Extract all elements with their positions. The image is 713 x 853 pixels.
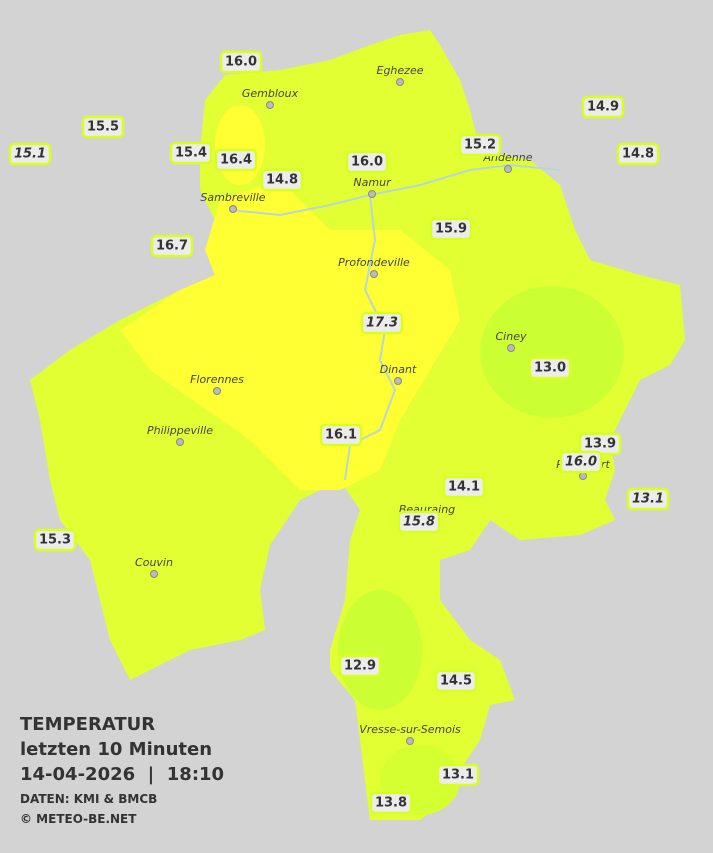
copyright: © METEO-BE.NET [20, 812, 137, 826]
station-box [360, 311, 404, 335]
city-name: Philippeville [147, 424, 213, 437]
station-value: 16.0 [225, 55, 257, 70]
city-dot [213, 387, 221, 395]
subtitle: letzten 10 Minuten [20, 739, 212, 760]
station-value: 13.1 [442, 768, 474, 783]
station-box [528, 356, 572, 380]
station-box [616, 142, 660, 166]
city-name: Dinant [380, 363, 417, 376]
station-value: 16.1 [325, 428, 357, 443]
station-value: 16.0 [351, 155, 383, 170]
info-block: TEMPERATUR letzten 10 Minuten 14-04-2026… [20, 714, 224, 826]
city-dot [406, 737, 414, 745]
station-value: 14.9 [587, 100, 619, 115]
station-value: 15.3 [39, 533, 71, 548]
station-box [219, 50, 263, 74]
city-dot [394, 377, 402, 385]
station-value: 13.0 [534, 361, 566, 376]
station-value: 13.8 [375, 796, 407, 811]
city-dot [368, 190, 376, 198]
city-dot [370, 270, 378, 278]
city-dot [579, 472, 587, 480]
city-name: Profondeville [338, 256, 410, 269]
station-box [429, 217, 473, 241]
station-layer: 16.0 15.5 15.1 15.4 16.4 14.8 16.0 15.2 14.9 14.8… [8, 50, 670, 815]
station-box [260, 168, 304, 192]
city-name: Couvin [135, 556, 173, 569]
city-name: Namur [353, 176, 392, 189]
station-value: 14.1 [448, 480, 480, 495]
station-value: 15.5 [87, 120, 119, 135]
station-value: 15.4 [175, 146, 207, 161]
station-value: 15.9 [435, 222, 467, 237]
station-box [442, 475, 486, 499]
station-value: 15.1 [14, 147, 46, 162]
station-value: 13.9 [584, 437, 616, 452]
station-value: 15.2 [464, 138, 496, 153]
station-value: 16.4 [220, 153, 252, 168]
station-box [338, 654, 382, 678]
station-box [559, 450, 603, 474]
station-box [434, 669, 478, 693]
station-value: 15.8 [403, 515, 435, 530]
city-dot [176, 438, 184, 446]
city-name: Florennes [190, 373, 244, 386]
city-dot [266, 101, 274, 109]
station-box [319, 423, 363, 447]
station-value: 13.1 [632, 492, 664, 507]
city-dot [396, 78, 404, 86]
city-dot [507, 344, 515, 352]
station-box [169, 141, 213, 165]
station-value: 14.8 [622, 147, 654, 162]
station-box [8, 142, 52, 166]
city-name: Sambreville [200, 191, 265, 204]
city-name: Ciney [496, 330, 527, 343]
station-value: 16.7 [156, 239, 188, 254]
station-box [345, 150, 389, 174]
station-box [369, 791, 413, 815]
source: DATEN: KMI & BMCB [20, 792, 157, 806]
station-box [397, 510, 441, 534]
datetime: 14-04-2026 | 18:10 [20, 764, 224, 785]
city-layer: EghezeeGemblouxAndenneNamurSambrevillePr… [135, 64, 610, 745]
station-box [626, 487, 670, 511]
city-name: Gembloux [242, 87, 299, 100]
station-box [81, 115, 125, 139]
city-dot [229, 205, 237, 213]
station-box [581, 95, 625, 119]
city-name: Vresse-sur-Semois [359, 723, 461, 736]
station-box [150, 234, 194, 258]
station-value: 17.3 [366, 316, 398, 331]
city-dot [504, 165, 512, 173]
title: TEMPERATUR [20, 714, 155, 735]
station-value: 14.8 [266, 173, 298, 188]
city-name: Eghezee [377, 64, 424, 77]
station-value: 16.0 [565, 455, 597, 470]
station-box [33, 528, 77, 552]
station-box [214, 148, 258, 172]
city-dot [150, 570, 158, 578]
station-box [436, 763, 480, 787]
station-value: 12.9 [344, 659, 376, 674]
station-value: 14.5 [440, 674, 472, 689]
station-box [458, 133, 502, 157]
